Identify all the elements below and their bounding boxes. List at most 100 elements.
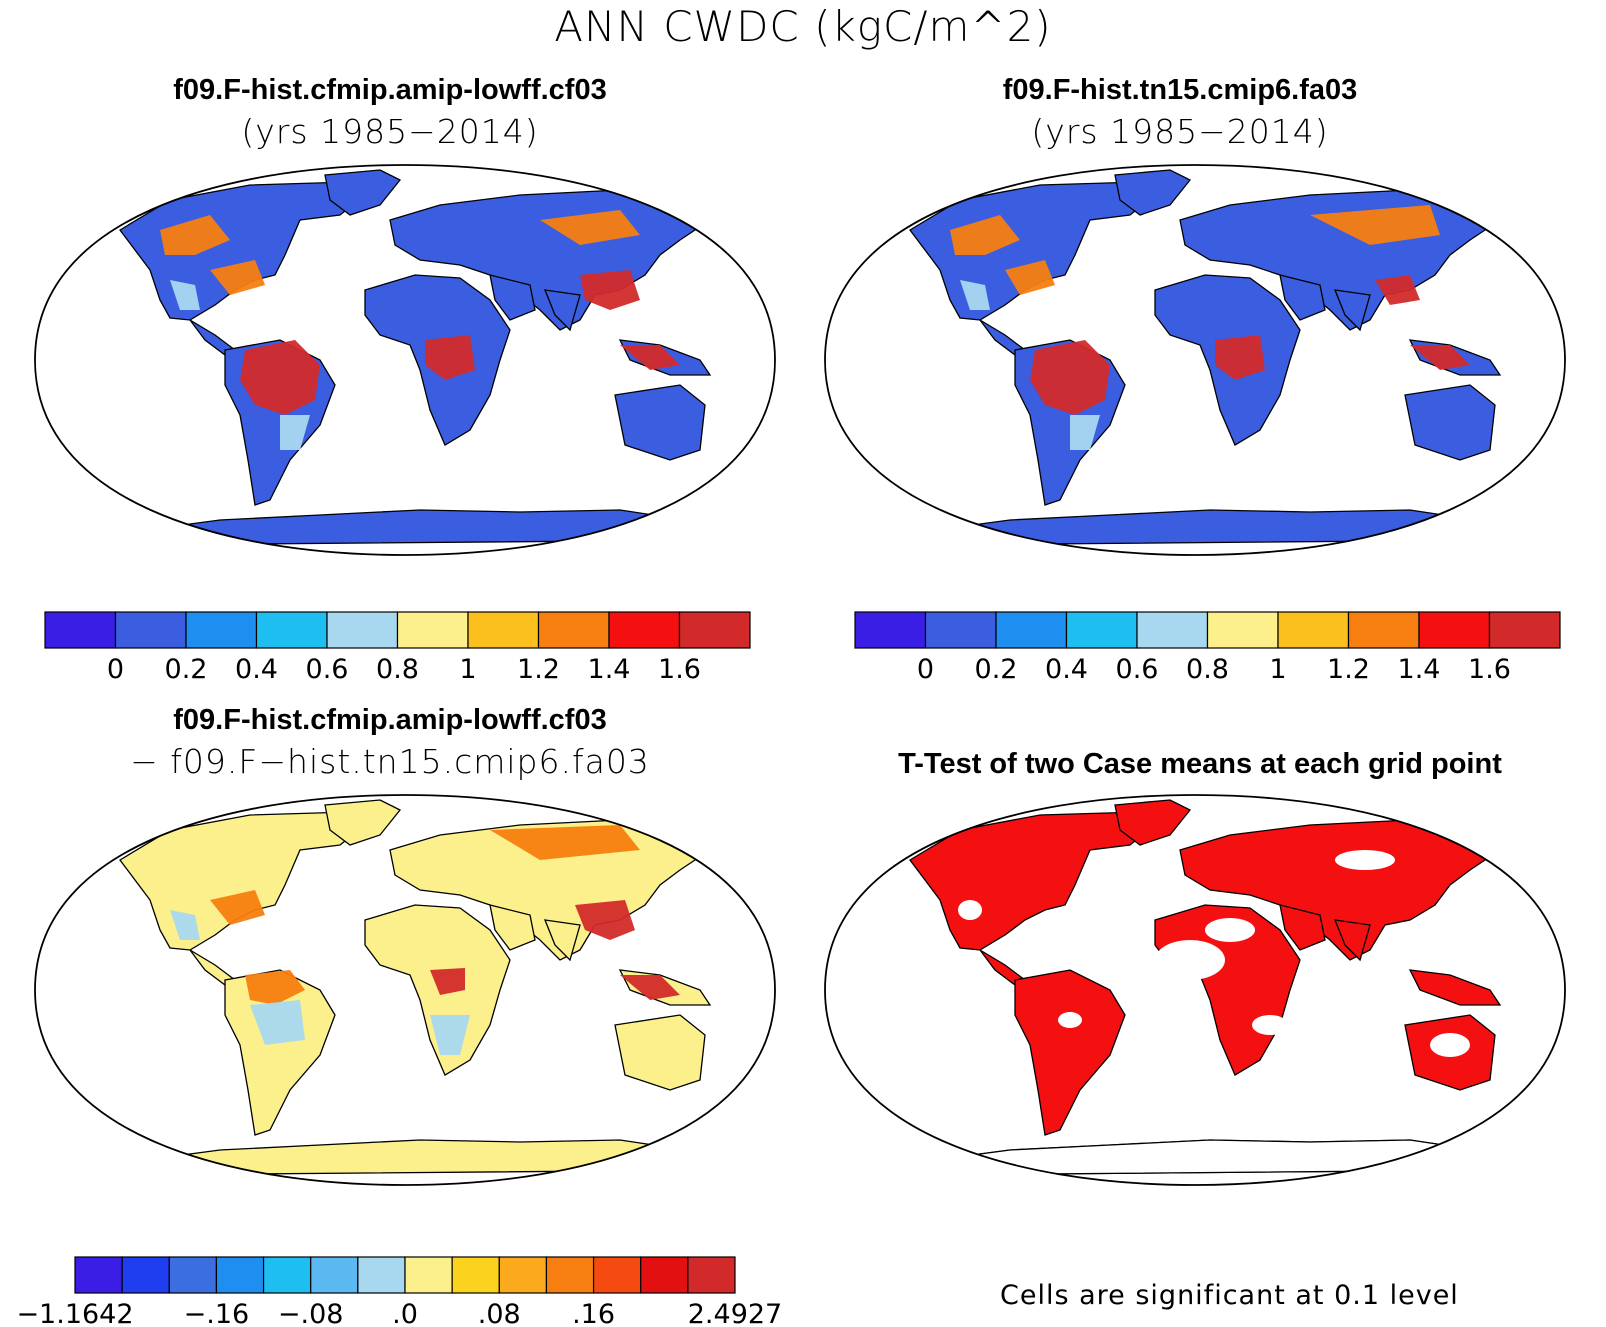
landmass-greenland xyxy=(324,799,402,846)
panel-bottom-left-subtitle: − f09.F−hist.tn15.cmip6.fa03 xyxy=(130,742,650,781)
colorbar-tick-label: 1.6 xyxy=(658,654,701,685)
colorbar-tick-label: .08 xyxy=(478,1299,521,1327)
field-region xyxy=(575,900,635,940)
field-region xyxy=(540,210,640,245)
colorbar-tick-label: 0.8 xyxy=(376,654,419,685)
map-frame xyxy=(824,794,1566,1186)
field-region xyxy=(1215,335,1265,380)
not-significant-region xyxy=(1058,1012,1082,1028)
landmass-africa xyxy=(364,904,511,1076)
field-region xyxy=(1375,275,1420,305)
field-region xyxy=(240,340,320,415)
field-region xyxy=(280,415,310,450)
colorbar-swatch xyxy=(592,1256,642,1294)
landmass-australia xyxy=(614,384,706,461)
landmass-south-america xyxy=(1014,969,1126,1136)
colorbar-swatch xyxy=(121,1256,170,1294)
landmass-arabia xyxy=(489,904,536,951)
colorbar-tick-label: 0 xyxy=(107,654,124,685)
colorbar-tick-label: −1.1642 xyxy=(16,1299,133,1327)
colorbar-swatch xyxy=(687,1256,736,1294)
colorbar-swatch xyxy=(168,1256,218,1294)
not-significant-region xyxy=(1155,940,1225,980)
colorbar-tick-label: 1 xyxy=(1269,654,1286,685)
landmass-arabia xyxy=(1279,274,1326,321)
landmass-antarctica xyxy=(919,509,1512,546)
colorbar-tick-label: 0.2 xyxy=(165,654,208,685)
colorbar-swatch xyxy=(44,611,117,649)
colorbar-tick-label: 1.6 xyxy=(1468,654,1511,685)
map-frame xyxy=(824,164,1566,556)
colorbar-swatch xyxy=(995,611,1068,649)
panel-top-right-title: f09.F-hist.tn15.cmip6.fa03 xyxy=(1002,74,1358,106)
landmass-greenland xyxy=(1114,169,1192,216)
field-region xyxy=(430,968,465,995)
landmass-arabia xyxy=(489,274,536,321)
landmass-greenland xyxy=(324,169,402,216)
colorbar-swatch xyxy=(1136,611,1209,649)
colorbar-tick-label: 0.2 xyxy=(975,654,1018,685)
significance-note: Cells are significant at 0.1 level xyxy=(1000,1280,1459,1311)
map-panel-bottom-right xyxy=(824,794,1566,1186)
landmass-arabia xyxy=(1279,904,1326,951)
colorbar-swatch xyxy=(537,611,610,649)
field-region xyxy=(250,1000,305,1045)
map-frame xyxy=(34,164,776,556)
colorbar-tick-label: 1.4 xyxy=(1398,654,1441,685)
colorbar-swatch xyxy=(451,1256,500,1294)
landmass-southeast-asia xyxy=(1408,969,1502,1006)
colorbar-swatch xyxy=(215,1256,265,1294)
field-region xyxy=(170,910,200,940)
colorbar-swatch xyxy=(1277,611,1350,649)
map-panel-top-right xyxy=(824,164,1566,556)
landmass-north-america xyxy=(909,181,1157,321)
field-region xyxy=(245,970,305,1005)
field-region xyxy=(1005,260,1055,295)
panel-bottom-right-title: T-Test of two Case means at each grid po… xyxy=(898,748,1502,780)
panel-bottom-left-title: f09.F-hist.cfmip.amip-lowff.cf03 xyxy=(173,704,607,736)
field-region xyxy=(620,345,680,370)
colorbar-tick-label: 0.6 xyxy=(1116,654,1159,685)
colorbar-swatch xyxy=(854,611,927,649)
field-region xyxy=(960,280,990,310)
colorbar-top-right: 0 0.2 0.4 0.6 0.8 1 1.2 1.4 1.6 xyxy=(854,611,1561,685)
field-region xyxy=(950,215,1020,255)
field-region xyxy=(430,1015,470,1055)
colorbar-swatch xyxy=(326,611,399,649)
colorbar-swatch xyxy=(310,1256,359,1294)
not-significant-region xyxy=(1205,918,1255,942)
colorbar-swatch xyxy=(396,611,469,649)
panel-top-right-subtitle: (yrs 1985−2014) xyxy=(1031,112,1329,151)
colorbar-swatch xyxy=(185,611,258,649)
figure-title: ANN CWDC (kgC/m^2) xyxy=(554,2,1052,51)
colorbar-swatch xyxy=(1206,611,1279,649)
panel-top-left-subtitle: (yrs 1985−2014) xyxy=(241,112,539,151)
not-significant-region xyxy=(1430,1033,1470,1057)
colorbar-tick-label: 1.4 xyxy=(588,654,631,685)
colorbar-tick-label: 0.4 xyxy=(235,654,278,685)
field-region xyxy=(160,215,230,255)
not-significant-region xyxy=(1252,1015,1288,1035)
colorbar-swatch xyxy=(545,1256,595,1294)
landmass-north-america xyxy=(909,811,1157,951)
landmass-greenland xyxy=(1114,799,1192,846)
colorbar-tick-label: 2.4927 xyxy=(688,1299,782,1327)
colorbar-swatch xyxy=(114,611,187,649)
map-frame xyxy=(34,794,776,1186)
landmass-australia xyxy=(1404,384,1496,461)
landmass-antarctica xyxy=(919,1139,1512,1176)
panel-top-left-title: f09.F-hist.cfmip.amip-lowff.cf03 xyxy=(173,74,607,106)
landmass-north-america xyxy=(119,811,367,951)
colorbar-swatch xyxy=(74,1256,123,1294)
field-region xyxy=(210,890,265,925)
colorbar-swatch xyxy=(1347,611,1420,649)
colorbar-top-left: 0 0.2 0.4 0.6 0.8 1 1.2 1.4 1.6 xyxy=(44,611,751,685)
field-region xyxy=(490,825,640,860)
colorbar-swatch xyxy=(255,611,328,649)
colorbar-swatch xyxy=(1418,611,1491,649)
colorbar-tick-label: 1.2 xyxy=(517,654,560,685)
landmass-india xyxy=(1333,919,1371,962)
field-region xyxy=(425,335,475,380)
field-region xyxy=(1030,340,1110,415)
map-panel-top-left xyxy=(34,164,776,556)
